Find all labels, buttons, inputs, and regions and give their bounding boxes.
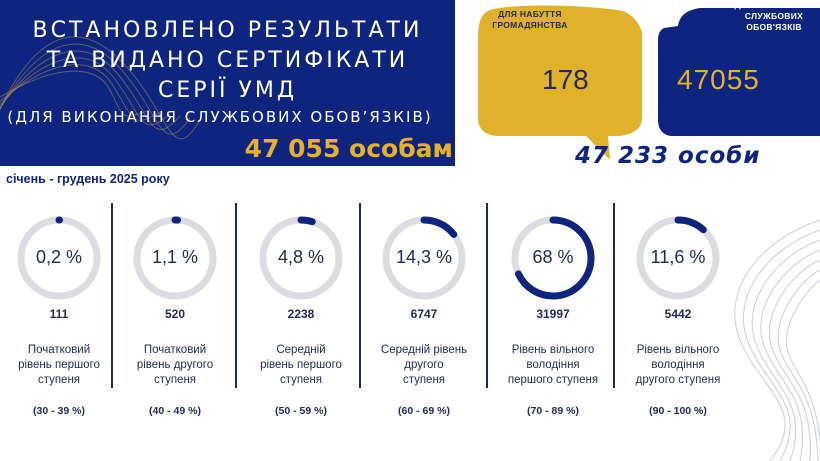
progress-ring <box>259 216 343 300</box>
level-column: 4,8 % 2238 Середній рівень першого ступеня (5… <box>242 205 362 455</box>
period-label: січень - грудень 2025 року <box>6 172 170 186</box>
citizenship-label-line: ДЛЯ НАБУТТЯ <box>498 9 562 19</box>
description-line: Початковий <box>27 344 91 356</box>
ring-arc <box>259 216 343 300</box>
bubble-citizenship <box>478 5 642 160</box>
description-line: володіння <box>651 359 705 371</box>
description-line: володіння <box>526 359 580 371</box>
progress-ring <box>511 216 595 300</box>
count-value: 5442 <box>664 307 692 321</box>
title-line-3: СЕРІЇ УМД <box>157 78 298 103</box>
description-line: Середній рівень <box>380 344 468 356</box>
description-line: ступеня <box>153 374 197 386</box>
percent-label: 0,2 % <box>35 247 83 267</box>
description-line: Рівень вільного <box>636 344 720 356</box>
page-title: ВСТАНОВЛЕНО РЕЗУЛЬТАТИ ТА ВИДАНО СЕРТИФІ… <box>0 16 455 106</box>
header-banner: ВСТАНОВЛЕНО РЕЗУЛЬТАТИ ТА ВИДАНО СЕРТИФІ… <box>0 0 455 166</box>
bubble-shapes <box>478 5 820 160</box>
score-range: (50 - 59 %) <box>275 405 327 417</box>
level-description: Рівень вільного володіння першого ступеня <box>494 343 612 388</box>
level-column: 0,2 % 111 Початковий рівень першого ступеня (… <box>0 205 120 455</box>
total-persons: 47 233 особи <box>575 143 761 169</box>
count-value: 2238 <box>287 307 315 321</box>
citizenship-label-line: ГРОМАДЯНСТВА <box>492 20 568 30</box>
percent-label: 1,1 % <box>151 247 199 267</box>
progress-ring <box>133 216 217 300</box>
total-service: 47 055 особам <box>244 134 453 163</box>
column-divider <box>613 203 615 388</box>
description-line: другого <box>404 359 444 371</box>
column-divider <box>359 203 361 388</box>
level-description: Середній рівень другого ступеня <box>365 343 483 388</box>
title-line-1: ВСТАНОВЛЕНО РЕЗУЛЬТАТИ <box>32 18 423 43</box>
level-description: Середній рівень першого ступеня <box>242 343 360 388</box>
progress-ring <box>17 216 101 300</box>
description-line: Початковий <box>143 344 207 356</box>
description-line: Середній <box>276 344 326 356</box>
description-line: другого ступеня <box>635 374 721 386</box>
level-column: 1,1 % 520 Початковий рівень другого ступеня (… <box>116 205 236 455</box>
count-value: 31997 <box>536 307 570 321</box>
description-line: рівень другого <box>136 359 214 371</box>
progress-ring <box>382 216 466 300</box>
description-line: рівень першого <box>18 359 100 371</box>
score-range: (40 - 49 %) <box>149 405 201 417</box>
bubble-service <box>658 8 820 136</box>
ring-arc <box>17 216 101 300</box>
wave-decoration <box>0 36 201 140</box>
ring-arc <box>636 216 720 300</box>
wave-decoration-right <box>734 219 820 461</box>
progress-ring <box>636 216 720 300</box>
service-label-line: ДЛЯ ВИКОНАННЯ <box>734 0 814 10</box>
description-line: першого ступеня <box>507 374 599 386</box>
percent-label: 14,3 % <box>395 247 453 267</box>
level-column: 11,6 % 5442 Рівень вільного володіння другог… <box>619 205 739 455</box>
score-range: (70 - 89 %) <box>527 405 579 417</box>
percent-label: 4,8 % <box>277 247 325 267</box>
citizenship-label: ДЛЯ НАБУТТЯ ГРОМАДЯНСТВА <box>475 9 585 31</box>
description-line: ступеня <box>402 374 446 386</box>
bubbles-group: ДЛЯ НАБУТТЯ ГРОМАДЯНСТВА ДЛЯ ВИКОНАННЯ С… <box>460 0 820 175</box>
description-line: ступеня <box>37 374 81 386</box>
service-value: 47055 <box>677 64 760 95</box>
score-range: (30 - 39 %) <box>33 405 85 417</box>
column-divider <box>486 203 488 388</box>
description-line: рівень першого <box>260 359 342 371</box>
level-description: Початковий рівень першого ступеня <box>0 343 118 388</box>
page-subtitle: (ДЛЯ ВИКОНАННЯ СЛУЖБОВИХ ОБОВ’ЯЗКІВ) <box>7 108 433 126</box>
title-line-2: ТА ВИДАНО СЕРТИФІКАТИ <box>46 48 409 73</box>
level-column: 14,3 % 6747 Середній рівень другого ступеня (… <box>365 205 485 455</box>
count-value: 520 <box>164 307 186 321</box>
score-range: (90 - 100 %) <box>649 405 707 417</box>
column-divider <box>235 203 237 388</box>
citizenship-value: 178 <box>542 64 589 95</box>
level-description: Рівень вільного володіння другого ступеня <box>619 343 737 388</box>
description-line: ступеня <box>279 374 323 386</box>
ring-arc <box>511 216 595 300</box>
service-label: ДЛЯ ВИКОНАННЯ СЛУЖБОВИХ ОБОВ'ЯЗКІВ <box>718 0 820 33</box>
service-label-line: СЛУЖБОВИХ <box>744 11 804 21</box>
count-value: 6747 <box>410 307 438 321</box>
count-value: 111 <box>49 307 69 321</box>
level-description: Початковий рівень другого ступеня <box>116 343 234 388</box>
ring-arc <box>382 216 466 300</box>
service-label-line: ОБОВ'ЯЗКІВ <box>746 22 802 32</box>
description-line: Рівень вільного <box>511 344 595 356</box>
percent-label: 68 % <box>532 247 574 267</box>
level-column: 68 % 31997 Рівень вільного володіння першого… <box>494 205 614 455</box>
ring-arc <box>133 216 217 300</box>
column-divider <box>111 203 113 388</box>
score-range: (60 - 69 %) <box>398 405 450 417</box>
percent-label: 11,6 % <box>650 247 706 267</box>
